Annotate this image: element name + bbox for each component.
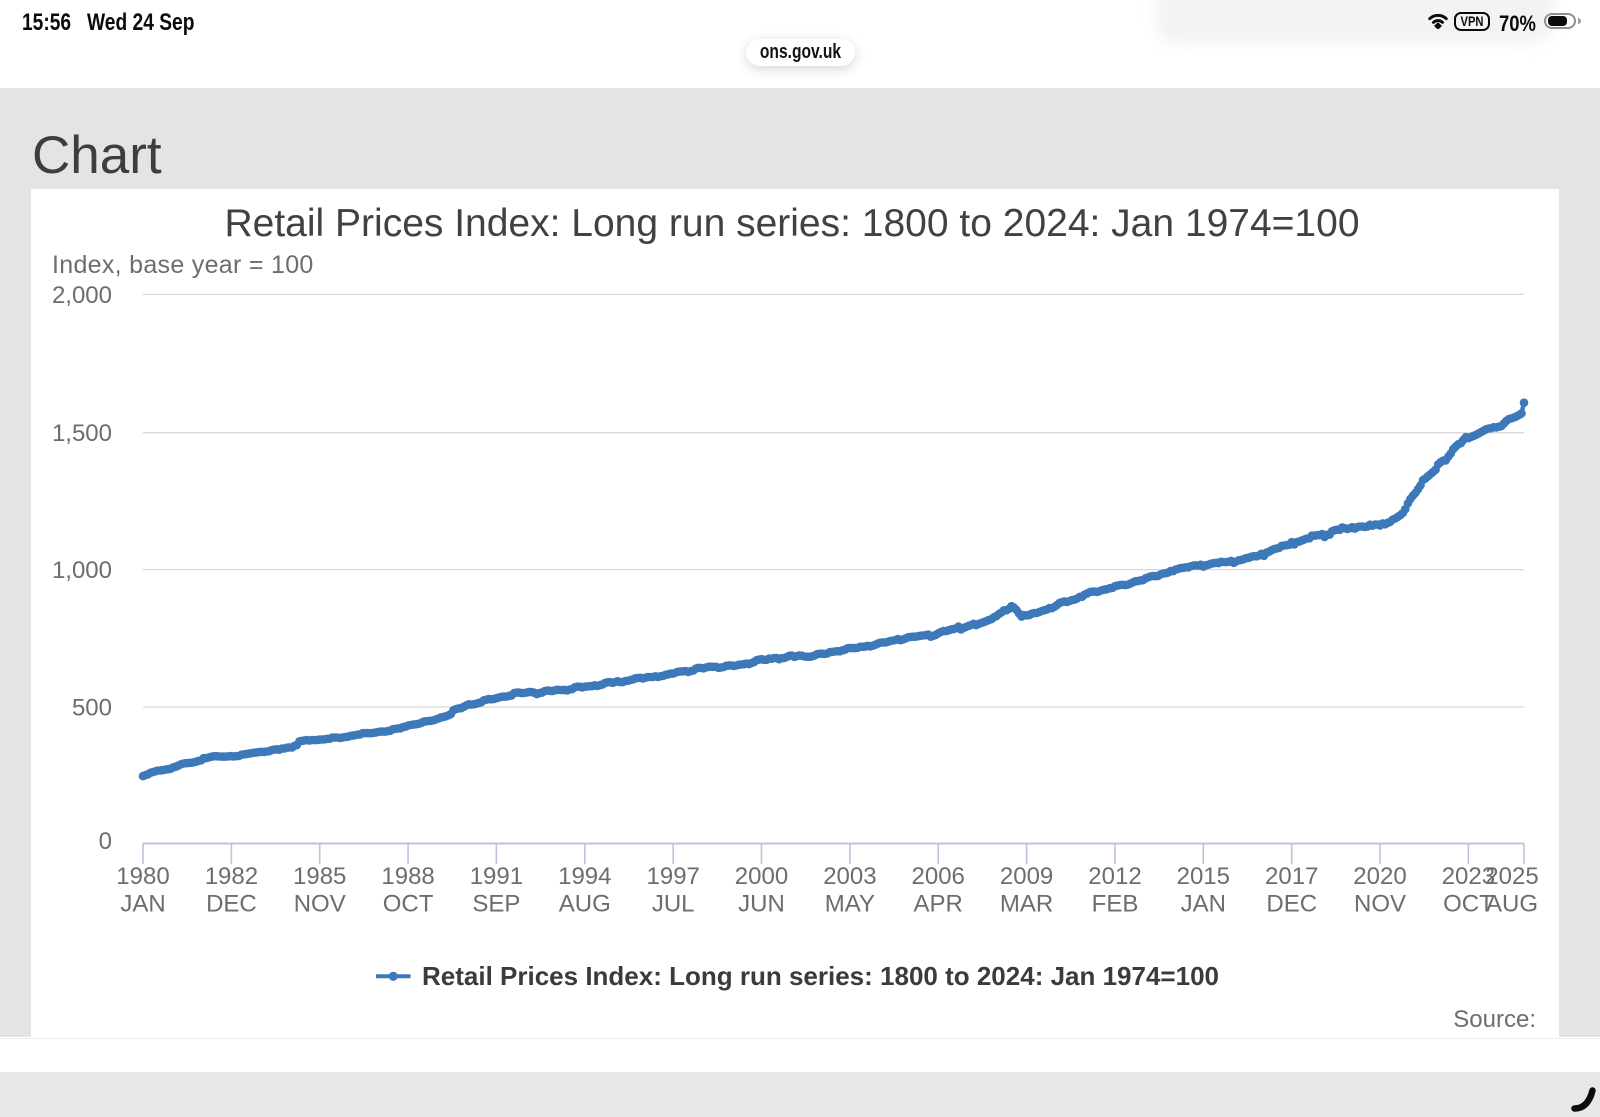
svg-text:NOV: NOV: [294, 891, 346, 918]
svg-text:SEP: SEP: [472, 891, 520, 918]
svg-text:Source:: Source:: [1453, 1006, 1536, 1033]
svg-text:2006: 2006: [912, 863, 965, 890]
svg-text:1985: 1985: [293, 863, 346, 890]
svg-text:2017: 2017: [1265, 863, 1318, 890]
svg-text:1982: 1982: [205, 863, 258, 890]
svg-text:JUL: JUL: [652, 891, 695, 918]
svg-text:AUG: AUG: [559, 891, 611, 918]
svg-text:2009: 2009: [1000, 863, 1053, 890]
svg-text:DEC: DEC: [1266, 891, 1317, 918]
svg-text:500: 500: [72, 695, 112, 722]
svg-text:1991: 1991: [470, 863, 523, 890]
svg-text:JAN: JAN: [120, 891, 165, 918]
svg-text:AUG: AUG: [1486, 891, 1538, 918]
svg-text:1994: 1994: [558, 863, 611, 890]
svg-text:MAR: MAR: [1000, 891, 1053, 918]
svg-text:OCT: OCT: [383, 891, 434, 918]
svg-text:1997: 1997: [647, 863, 700, 890]
svg-text:1,000: 1,000: [52, 557, 112, 584]
svg-text:MAY: MAY: [825, 891, 875, 918]
svg-text:2000: 2000: [735, 863, 788, 890]
svg-text:1988: 1988: [381, 863, 434, 890]
svg-text:2020: 2020: [1353, 863, 1406, 890]
svg-text:OCT: OCT: [1443, 891, 1494, 918]
svg-text:1980: 1980: [116, 863, 169, 890]
svg-text:2012: 2012: [1088, 863, 1141, 890]
svg-text:APR: APR: [914, 891, 963, 918]
svg-text:2023: 2023: [1442, 863, 1495, 890]
svg-text:DEC: DEC: [206, 891, 257, 918]
svg-text:Retail Prices Index: Long run: Retail Prices Index: Long run series: 18…: [422, 961, 1219, 991]
svg-text:NOV: NOV: [1354, 891, 1406, 918]
svg-text:2,000: 2,000: [52, 282, 112, 309]
svg-text:1,500: 1,500: [52, 420, 112, 447]
svg-text:FEB: FEB: [1092, 891, 1139, 918]
svg-text:0: 0: [99, 828, 112, 855]
svg-text:2003: 2003: [823, 863, 876, 890]
svg-text:2025: 2025: [1485, 863, 1538, 890]
svg-text:2015: 2015: [1177, 863, 1230, 890]
svg-text:JUN: JUN: [738, 891, 785, 918]
svg-text:JAN: JAN: [1181, 891, 1226, 918]
